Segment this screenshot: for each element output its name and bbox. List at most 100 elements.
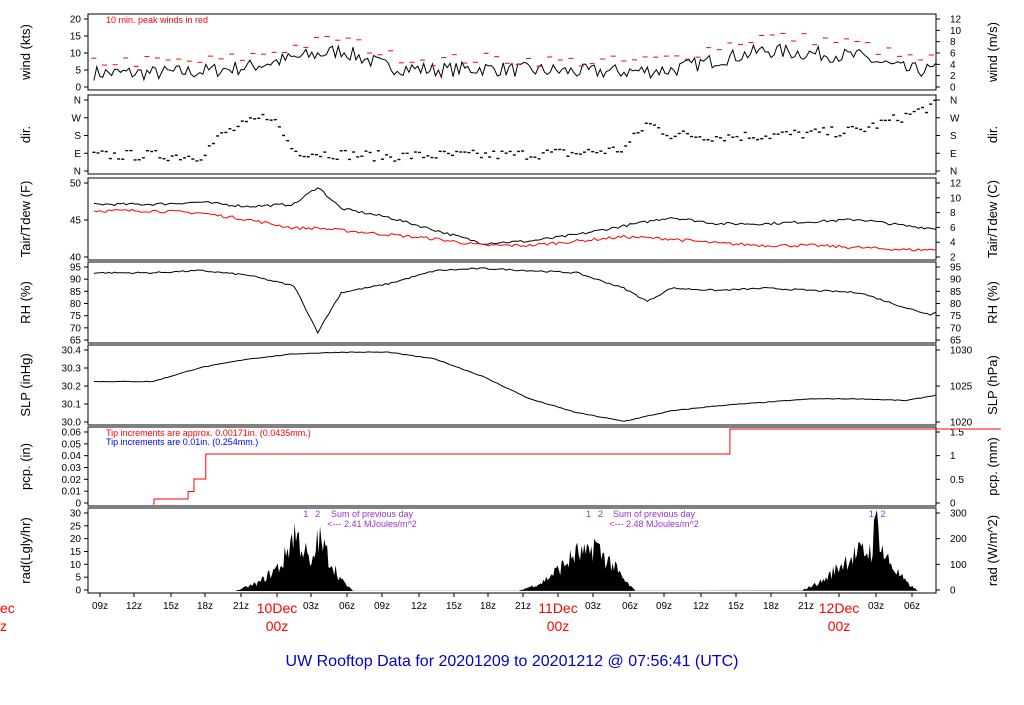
time-tick-label: 09z — [374, 601, 390, 612]
date-label-day: 10Dec — [257, 600, 297, 616]
left-tick-label-rh: 90 — [70, 275, 82, 286]
left-tick-label-dir: N — [74, 96, 81, 107]
left-tick-label-dir: S — [74, 131, 81, 142]
left-tick-label-slp: 30.2 — [62, 382, 82, 393]
left-tick-label-wind: 15 — [70, 32, 82, 43]
time-tick-label: 03z — [868, 601, 884, 612]
left-axis-label-wind: wind (kts) — [18, 24, 33, 81]
right-tick-label-rh: 85 — [950, 287, 962, 298]
time-tick-label: 03z — [303, 601, 319, 612]
time-tick-label: 18z — [763, 601, 779, 612]
time-tick-label: 15z — [163, 601, 179, 612]
right-tick-label-temp: 6 — [950, 223, 956, 234]
rad-mark: 1 — [586, 509, 591, 519]
time-tick-label: 21z — [798, 601, 814, 612]
wind-peak-annotation: 10 min. peak winds in red — [106, 15, 208, 25]
time-tick-label: 18z — [480, 601, 496, 612]
right-tick-label-rad: 100 — [950, 560, 967, 571]
right-tick-label-dir: W — [950, 113, 960, 124]
wind-line — [93, 43, 937, 82]
right-tick-label-rh: 75 — [950, 311, 962, 322]
right-tick-label-temp: 4 — [950, 238, 956, 249]
right-tick-label-rad: 0 — [950, 586, 956, 597]
left-tick-label-slp: 30.3 — [62, 364, 82, 375]
rad-mark: 2 — [315, 509, 320, 519]
right-tick-label-temp: 2 — [950, 253, 956, 264]
date-label-hour: 00z — [828, 618, 851, 634]
right-tick-label-slp: 1030 — [950, 346, 973, 357]
left-axis-label-rh: RH (%) — [18, 281, 33, 324]
left-tick-label-rad: 10 — [70, 560, 82, 571]
pcp-line — [152, 428, 1001, 505]
right-axis-label-wind: wind (m/s) — [985, 22, 1000, 83]
left-tick-label-temp: 40 — [70, 253, 82, 264]
left-tick-label-pcp: 0.02 — [62, 475, 82, 486]
rh-line — [93, 267, 937, 335]
right-tick-label-rh: 90 — [950, 275, 962, 286]
left-tick-label-pcp: 0.04 — [62, 451, 82, 462]
rad-mark: 2 — [598, 509, 603, 519]
right-tick-label-rh: 65 — [950, 336, 962, 347]
left-tick-label-rh: 95 — [70, 263, 82, 274]
right-tick-label-dir: E — [950, 149, 957, 160]
date-label-cut-day: ec — [0, 600, 15, 616]
time-tick-label: 06z — [622, 601, 638, 612]
rad-mark: 2 — [880, 509, 885, 519]
rad-mark: 1 — [869, 509, 874, 519]
left-tick-label-rad: 20 — [70, 534, 82, 545]
left-tick-label-wind: 20 — [70, 15, 82, 26]
time-tick-label: 15z — [728, 601, 744, 612]
time-tick-label: 15z — [446, 601, 462, 612]
left-tick-label-rad: 25 — [70, 521, 82, 532]
pcp-tip-note-exact: Tip increments are 0.01in. (0.254mm.) — [106, 437, 258, 447]
slp-line — [93, 351, 937, 422]
time-tick-label: 21z — [233, 601, 249, 612]
right-tick-label-rh: 80 — [950, 299, 962, 310]
panel-frame-pcp — [87, 426, 937, 507]
left-tick-label-pcp: 0 — [75, 499, 81, 510]
left-axis-label-pcp: pcp. (in) — [18, 443, 33, 490]
time-tick-label: 09z — [92, 601, 108, 612]
pcp-tip-note-approx: Tip increments are approx. 0.00171in. (0… — [106, 428, 311, 438]
time-tick-label: 09z — [656, 601, 672, 612]
right-tick-label-temp: 8 — [950, 208, 956, 219]
rad-day-sum-title: Sum of previous day — [331, 509, 414, 519]
right-tick-label-dir: S — [950, 131, 957, 142]
left-tick-label-dir: W — [72, 113, 82, 124]
right-tick-label-slp: 1025 — [950, 382, 973, 393]
left-tick-label-slp: 30.0 — [62, 418, 82, 429]
left-tick-label-wind: 10 — [70, 49, 82, 60]
date-label-day: 11Dec — [538, 600, 577, 616]
left-tick-label-rh: 70 — [70, 323, 82, 334]
right-tick-label-dir: N — [950, 96, 957, 107]
right-axis-label-slp: SLP (hPa) — [985, 355, 1000, 415]
left-axis-label-temp: Tair/Tdew (F) — [18, 181, 33, 258]
tdew-line — [93, 208, 937, 252]
right-tick-label-rh: 95 — [950, 263, 962, 274]
rad-area — [235, 510, 918, 591]
time-tick-label: 06z — [904, 601, 920, 612]
left-tick-label-slp: 30.4 — [62, 346, 82, 357]
left-tick-label-rh: 75 — [70, 311, 82, 322]
right-axis-label-dir: dir. — [985, 126, 1000, 143]
left-tick-label-dir: N — [74, 167, 81, 178]
right-tick-label-temp: 10 — [950, 193, 962, 204]
left-tick-label-rad: 5 — [75, 573, 81, 584]
rad-mark: 1 — [303, 509, 308, 519]
right-axis-label-rad: rad (W/m^2) — [985, 515, 1000, 586]
left-tick-label-rh: 85 — [70, 287, 82, 298]
right-tick-label-pcp: 0.5 — [950, 475, 964, 486]
left-tick-label-wind: 5 — [75, 66, 81, 77]
time-tick-label: 12z — [411, 601, 427, 612]
right-tick-label-temp: 12 — [950, 179, 962, 190]
right-tick-label-wind: 8 — [950, 37, 956, 48]
left-tick-label-rad: 30 — [70, 509, 82, 520]
right-tick-label-rad: 300 — [950, 509, 967, 520]
right-tick-label-pcp: 1 — [950, 451, 956, 462]
right-axis-label-rh: RH (%) — [985, 281, 1000, 324]
time-tick-label: 12z — [693, 601, 709, 612]
panel-frame-rh — [87, 261, 937, 344]
panel-frame-wind — [87, 13, 937, 91]
left-tick-label-pcp: 0.03 — [62, 463, 82, 474]
